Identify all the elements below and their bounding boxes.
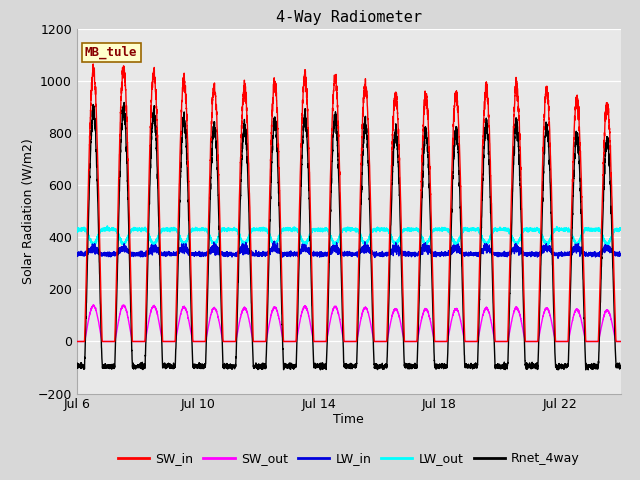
- Title: 4-Way Radiometer: 4-Way Radiometer: [276, 10, 422, 25]
- Y-axis label: Solar Radiation (W/m2): Solar Radiation (W/m2): [22, 138, 35, 284]
- Text: MB_tule: MB_tule: [85, 46, 138, 59]
- X-axis label: Time: Time: [333, 413, 364, 426]
- Legend: SW_in, SW_out, LW_in, LW_out, Rnet_4way: SW_in, SW_out, LW_in, LW_out, Rnet_4way: [113, 447, 585, 470]
